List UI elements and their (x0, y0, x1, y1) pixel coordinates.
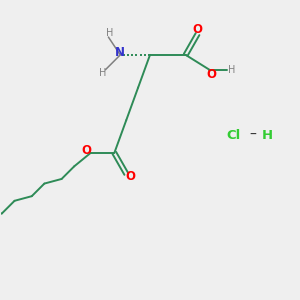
Text: N: N (115, 46, 125, 59)
Text: O: O (81, 144, 91, 157)
Text: H: H (99, 68, 106, 78)
Text: H: H (106, 28, 114, 38)
Text: O: O (193, 23, 202, 36)
Text: H: H (228, 65, 236, 75)
Text: –: – (249, 128, 256, 142)
Text: H: H (262, 129, 273, 142)
Text: O: O (126, 170, 136, 183)
Text: O: O (206, 68, 216, 81)
Text: Cl: Cl (226, 129, 240, 142)
